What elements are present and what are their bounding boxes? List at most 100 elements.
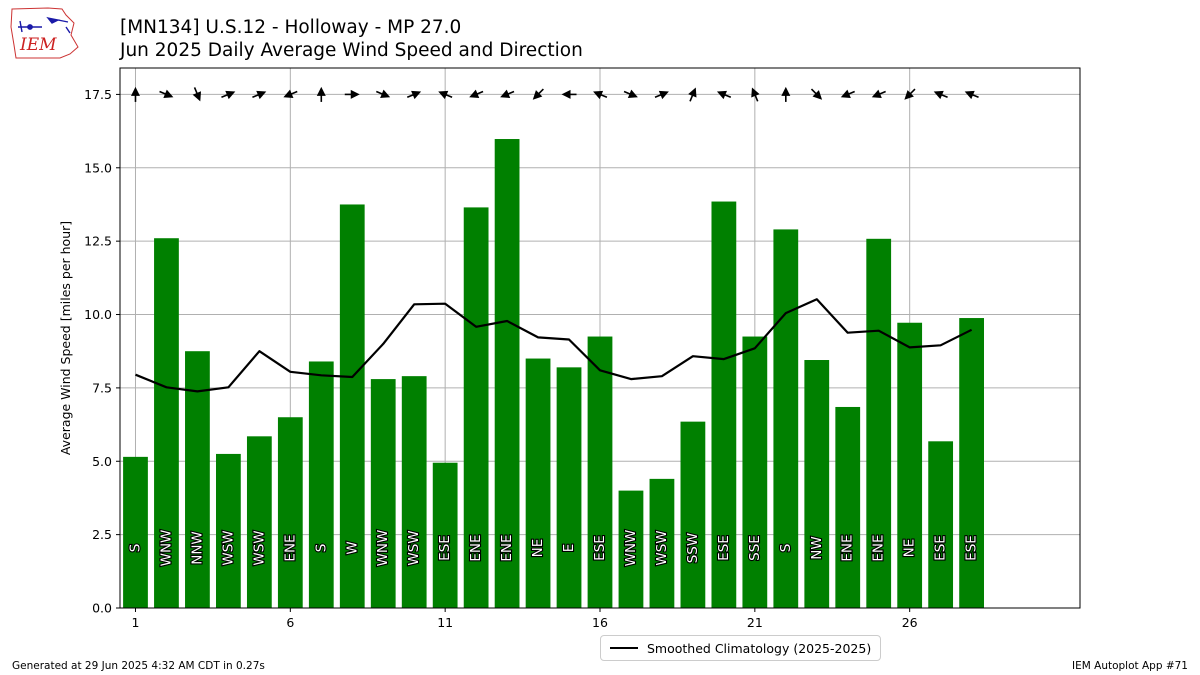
- bar: [773, 229, 799, 609]
- bar: [680, 421, 706, 608]
- chart-title: [MN134] U.S.12 - Holloway - MP 27.0: [120, 17, 462, 38]
- wind-arrow: [688, 87, 697, 102]
- bar: [154, 238, 179, 608]
- wind-arrow: [871, 89, 886, 98]
- direction-label: E: [561, 544, 577, 553]
- direction-label: ESE: [964, 535, 980, 561]
- bar: [959, 318, 984, 608]
- wind-arrow: [904, 88, 916, 100]
- direction-label: NNW: [189, 531, 205, 565]
- wind-arrow: [964, 90, 979, 100]
- wind-arrow: [532, 88, 544, 100]
- bar: [742, 336, 768, 608]
- direction-label: ENE: [871, 534, 887, 561]
- wind-arrow: [406, 90, 422, 100]
- wind-arrow: [654, 90, 669, 100]
- wind-arrow: [375, 89, 391, 98]
- wind-arrows: [130, 86, 979, 102]
- direction-label: ESE: [716, 535, 732, 561]
- bar: [432, 462, 458, 608]
- bar: [649, 478, 675, 608]
- bar: [928, 441, 954, 608]
- direction-label: ENE: [282, 534, 298, 561]
- wind-arrow: [344, 89, 360, 99]
- direction-label: ENE: [468, 534, 484, 561]
- y-tick-label: 0.0: [92, 601, 112, 616]
- bar: [246, 436, 272, 608]
- bar: [835, 406, 861, 608]
- bar: [804, 360, 830, 608]
- direction-label: S: [778, 544, 794, 553]
- wind-arrow: [192, 87, 202, 102]
- wind-arrow: [438, 90, 453, 100]
- bar: [123, 456, 148, 608]
- direction-label: WSW: [406, 530, 422, 565]
- wind-arrow: [159, 89, 174, 98]
- bar: [463, 207, 489, 609]
- x-tick-label: 1: [132, 615, 140, 630]
- direction-label: S: [313, 544, 329, 553]
- climatology-line: [135, 298, 973, 393]
- y-tick-label: 12.5: [84, 234, 112, 249]
- wind-arrow: [316, 86, 326, 102]
- direction-label: WSW: [654, 530, 670, 565]
- logo-text: IEM: [19, 35, 57, 55]
- bar: [401, 376, 427, 608]
- bar: [556, 367, 582, 608]
- generated-timestamp: Generated at 29 Jun 2025 4:32 AM CDT in …: [12, 660, 265, 672]
- bar: [618, 490, 644, 608]
- bars: [123, 139, 984, 609]
- bar: [711, 201, 737, 609]
- y-axis-label: Average Wind Speed [miles per hour]: [58, 221, 73, 455]
- x-tick-label: 11: [437, 615, 453, 630]
- axis-ticks: 0.02.55.07.510.012.515.017.51 6 11 16 21 26: [84, 87, 918, 630]
- direction-label: SSW: [685, 533, 701, 564]
- y-tick-label: 17.5: [84, 87, 112, 102]
- iem-logo: IEM: [10, 7, 79, 59]
- wind-arrow: [221, 90, 236, 100]
- bar: [308, 361, 334, 608]
- direction-label: ESE: [437, 535, 453, 561]
- bar: [216, 453, 241, 608]
- direction-label: S: [127, 544, 143, 553]
- bar: [277, 417, 303, 608]
- direction-labels: S WNW NNW WSW WSW ENE S W WNW WSW ESE ENE ENE NE E ESE W…: [126, 529, 980, 568]
- legend-label: Smoothed Climatology (2025-2025): [647, 640, 872, 656]
- wind-arrow: [593, 90, 608, 100]
- wind-arrow: [283, 89, 298, 98]
- legend: Smoothed Climatology (2025-2025): [600, 635, 882, 661]
- x-tick-label: 6: [286, 615, 294, 630]
- wind-arrow: [469, 89, 484, 98]
- direction-label: SSE: [747, 535, 763, 561]
- y-tick-label: 10.0: [84, 307, 112, 322]
- bar: [185, 351, 210, 608]
- direction-label: W: [344, 541, 360, 554]
- x-tick-label: 21: [747, 615, 763, 630]
- direction-label: WNW: [623, 530, 639, 567]
- direction-label: NE: [530, 539, 546, 558]
- bar: [339, 204, 365, 608]
- bar: [587, 336, 613, 608]
- wind-arrow: [252, 90, 267, 100]
- bar: [494, 139, 520, 609]
- direction-label: ENE: [499, 534, 515, 561]
- chart-subtitle: Jun 2025 Daily Average Wind Speed and Di…: [120, 40, 583, 61]
- bar: [866, 238, 892, 608]
- direction-label: WSW: [220, 530, 236, 565]
- y-tick-label: 15.0: [84, 160, 112, 175]
- y-tick-label: 5.0: [92, 454, 112, 469]
- direction-label: WSW: [251, 530, 267, 565]
- bar: [370, 379, 396, 608]
- wind-arrow: [781, 86, 791, 102]
- direction-label: WNW: [158, 530, 174, 567]
- wind-arrow: [840, 89, 855, 98]
- direction-label: ESE: [592, 535, 608, 561]
- wind-arrow: [810, 88, 823, 100]
- wind-arrow: [716, 90, 732, 100]
- wind-arrow: [500, 89, 515, 98]
- bar: [897, 322, 923, 608]
- x-tick-label: 16: [592, 615, 608, 630]
- app-credit: IEM Autoplot App #71: [1072, 660, 1188, 672]
- direction-label: WNW: [375, 530, 391, 567]
